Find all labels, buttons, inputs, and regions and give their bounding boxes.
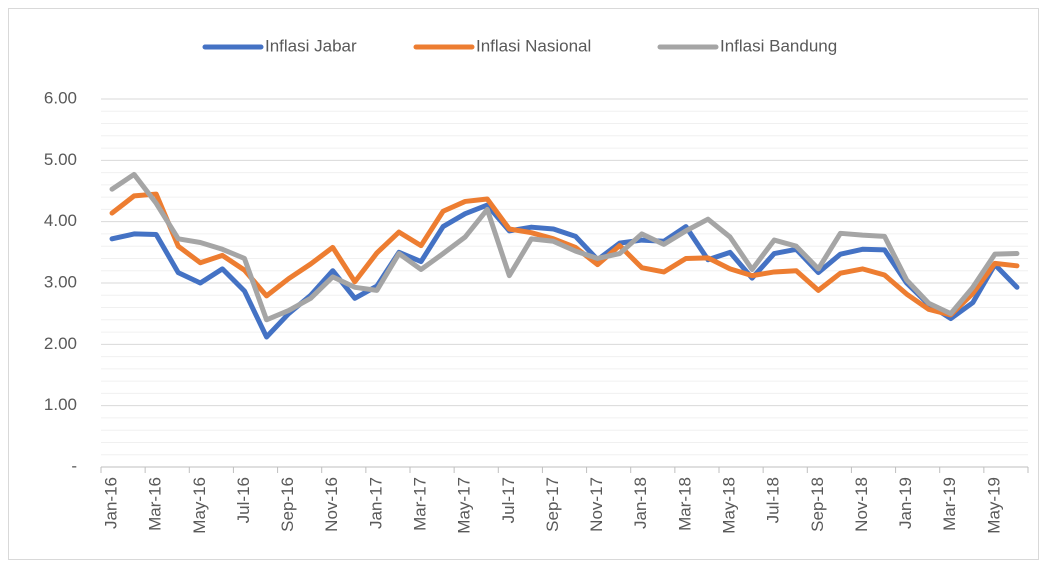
x-tick-label: Mar-16 — [146, 477, 165, 531]
x-tick-label: Jul-17 — [499, 477, 518, 523]
x-tick-label: Nov-16 — [322, 477, 341, 532]
x-tick-label: Sep-17 — [543, 477, 562, 532]
x-tick-label: May-19 — [984, 477, 1003, 534]
x-tick-label: Mar-17 — [411, 477, 430, 531]
chart-border — [8, 8, 1039, 560]
y-tick-label: 3.00 — [44, 272, 77, 291]
y-tick-label: - — [71, 456, 77, 475]
x-tick-label: Nov-18 — [852, 477, 871, 532]
x-tick-label: Mar-18 — [675, 477, 694, 531]
y-tick-label: 4.00 — [44, 211, 77, 230]
x-tick-label: Jan-16 — [102, 477, 121, 529]
x-tick-label: Jan-17 — [366, 477, 385, 529]
x-tick-label: May-16 — [190, 477, 209, 534]
x-tick-label: Mar-19 — [940, 477, 959, 531]
y-tick-label: 2.00 — [44, 334, 77, 353]
legend-label: Inflasi Jabar — [265, 36, 357, 55]
x-tick-label: Nov-17 — [587, 477, 606, 532]
x-tick-label: May-17 — [455, 477, 474, 534]
legend-label: Inflasi Bandung — [720, 36, 837, 55]
series-line — [109, 191, 1020, 318]
series-line — [109, 202, 1020, 340]
y-tick-label: 5.00 — [44, 150, 77, 169]
x-tick-label: Jul-16 — [234, 477, 253, 523]
x-tick-label: Jan-19 — [896, 477, 915, 529]
x-tick-label: Jul-18 — [764, 477, 783, 523]
x-tick-label: Sep-18 — [808, 477, 827, 532]
legend-label: Inflasi Nasional — [476, 36, 591, 55]
y-tick-label: 1.00 — [44, 395, 77, 414]
x-tick-label: Sep-16 — [278, 477, 297, 532]
x-tick-label: May-18 — [720, 477, 739, 534]
y-tick-label: 6.00 — [44, 88, 77, 107]
series-line — [109, 171, 1020, 323]
x-tick-label: Jan-18 — [631, 477, 650, 529]
